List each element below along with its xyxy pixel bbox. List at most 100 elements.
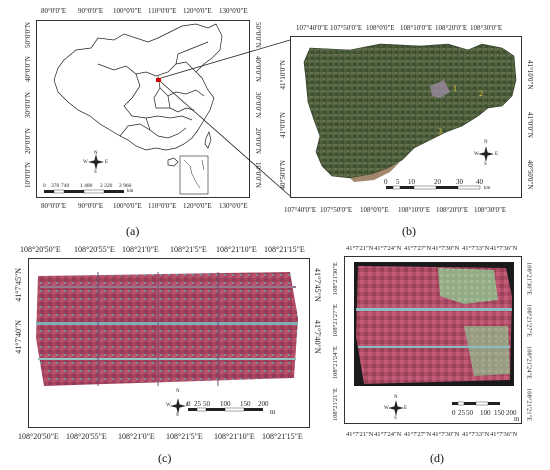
scale-bar-c (188, 407, 263, 412)
panel-d-left-tick: 108°21'27"E (332, 304, 339, 338)
province-line (175, 41, 209, 65)
study-area-marker (156, 78, 161, 82)
province-line (119, 123, 151, 137)
panel-b-right-tick: 40°50'0"N (526, 160, 534, 190)
panel-c-top-tick: 108°21'5"E (170, 245, 207, 254)
panel-d-right-tick: 108°21'30"E (525, 262, 533, 296)
scale-a-label: 740 (61, 183, 70, 189)
province-line (153, 87, 170, 109)
north-arrow-b-s: S (484, 162, 487, 167)
scale-c-label: 50 (203, 400, 210, 408)
panel-d-bottom-tick: 41°7'36"N (490, 431, 518, 438)
panel-a-right-tick: 50°0'0"N (254, 22, 262, 48)
scale-b-label: 30 (456, 178, 463, 186)
hainan-island (167, 157, 179, 167)
panel-a-bottom-tick: 90°0'0"E (78, 202, 104, 210)
scale-c-label: 100 (220, 400, 231, 408)
panel-a-top-tick: 120°0'0"E (183, 7, 212, 15)
scale-b-label: 40 (476, 178, 483, 186)
panel-d-top-tick: 41°7'30"N (432, 245, 460, 252)
panel-c-top-tick: 108°21'10"E (216, 245, 257, 254)
scale-bar-b (386, 185, 481, 190)
panel-b-bottom-tick: 107°40'0"E (284, 206, 317, 214)
province-line (145, 117, 187, 139)
panel-a-bottom-tick: 80°0'0"E (41, 202, 67, 210)
scale-a-unit: km (127, 189, 134, 194)
scale-c-unit: m (270, 408, 276, 416)
uav-mosaic-c (36, 272, 298, 386)
panel-d-right-tick: 108°21'24"E (525, 346, 533, 380)
panel-d-bottom-tick: 41°7'33"N (462, 431, 490, 438)
panel-a-right-tick: 10°0'0"N (254, 162, 262, 188)
china-province-map (44, 23, 223, 195)
panel-b-right-tick: 41°10'0"N (526, 60, 534, 90)
north-arrow-c-e: E (186, 403, 190, 408)
panel-b-left-tick: 40°50'0"N (279, 160, 287, 190)
site-label: 1 (453, 84, 457, 93)
north-arrow-a-e: E (105, 160, 109, 165)
panel-b-left-tick: 41°10'0"N (279, 60, 287, 90)
north-arrow-b-e: E (495, 152, 499, 157)
north-arrow-c-w: W (166, 403, 171, 408)
panel-d-top-tick: 41°7'36"N (490, 245, 518, 252)
taiwan-island (204, 130, 212, 149)
panel-a-bottom-tick: 110°0'0"E (148, 202, 177, 210)
site-label: 2 (479, 89, 483, 98)
panel-d-top-tick: 41°7'33"N (462, 245, 490, 252)
panel-c-label: (c) (158, 451, 172, 465)
panel-c-top-tick: 108°20'50"E (20, 245, 61, 254)
north-arrow-a (88, 154, 104, 170)
panel-d-right-tick: 108°21'27"E (525, 304, 533, 338)
panel-b-top-tick: 107°40'0"E (296, 24, 329, 32)
panel-d-bottom-tick: 41°7'27"N (404, 431, 432, 438)
china-outline (53, 23, 223, 151)
panel-b-top-tick: 107°50'0"E (330, 24, 363, 32)
panel-b-bottom-tick: 107°50'0"E (320, 206, 353, 214)
panel-b-bottom-tick: 108°10'0"E (398, 206, 431, 214)
north-arrow-b (478, 146, 494, 162)
panel-d-left-tick: 108°21'21"E (332, 388, 339, 422)
north-arrow-a-s: S (94, 170, 97, 175)
panel-c-top-tick: 108°20'55"E (74, 245, 115, 254)
panel-b-bottom-tick: 108°30'0"E (474, 206, 507, 214)
panel-d-label: (d) (430, 451, 444, 465)
north-arrow-a-w: W (83, 160, 88, 165)
scale-a-label: 2 220 (100, 183, 113, 189)
north-arrow-d-n: N (394, 395, 398, 400)
panel-c-left-tick: 41°7'40"N (14, 320, 23, 354)
panel-a-top-tick: 100°0'0"E (113, 7, 142, 15)
panel-a-frame (36, 20, 250, 198)
panel-a-top-tick: 110°0'0"E (148, 7, 177, 15)
panel-a-label: (a) (126, 224, 140, 238)
panel-d-bottom-tick: 41°7'21"N (346, 431, 374, 438)
panel-c-bottom-tick: 108°21'15"E (262, 432, 303, 441)
scale-b-unit: km (484, 186, 491, 191)
panel-b-top-tick: 108°20'0"E (435, 24, 468, 32)
panel-a-top-tick: 80°0'0"E (41, 7, 67, 15)
scale-c-label: 150 (240, 400, 251, 408)
panel-a-right-tick: 30°0'0"N (254, 92, 262, 118)
panel-c-bottom-tick: 108°21'10"E (214, 432, 255, 441)
panel-c-bottom-tick: 108°20'50"E (18, 432, 59, 441)
scale-a-label: 0 (43, 183, 46, 189)
scale-c-label: 0 (187, 400, 191, 408)
panel-a-top-tick: 90°0'0"E (78, 7, 104, 15)
false-color-image-c (36, 272, 298, 414)
panel-a-bottom-tick: 130°0'0"E (219, 202, 248, 210)
scale-b-label: 0 (384, 178, 388, 186)
panel-d-top-tick: 41°7'27"N (404, 245, 432, 252)
panel-a-bottom-tick: 100°0'0"E (113, 202, 142, 210)
north-arrow-d-w: W (384, 406, 389, 411)
scale-d-unit: m (514, 415, 520, 423)
panel-b-top-tick: 108°10'0"E (400, 24, 433, 32)
north-arrow-d-s: S (394, 416, 397, 421)
inset-box (179, 155, 209, 195)
scale-bar-a (44, 189, 124, 194)
panel-c-bottom-tick: 108°21'0"E (118, 432, 155, 441)
study-area-polygon (303, 43, 517, 179)
scale-b-label: 5 (396, 178, 400, 186)
satellite-study-area-image (303, 43, 517, 190)
panel-c-left-tick: 41°7'45"N (14, 268, 23, 302)
province-line (123, 73, 193, 121)
panel-b-top-tick: 108°0'0"E (366, 24, 395, 32)
